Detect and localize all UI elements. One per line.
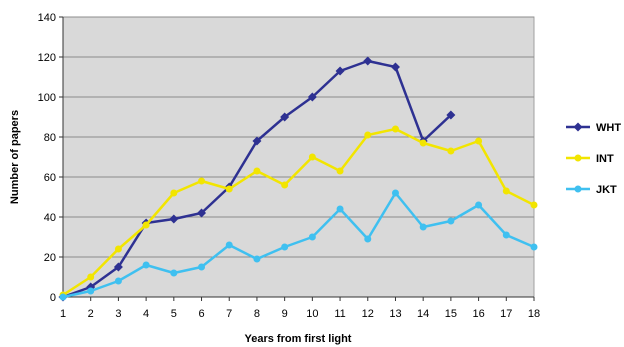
x-tick-label: 13 (389, 308, 401, 320)
x-tick-label: 14 (417, 308, 429, 320)
data-point-wht (307, 92, 317, 102)
data-point-jkt (308, 233, 316, 241)
x-tick-label: 6 (198, 308, 204, 320)
x-tick-label: 8 (254, 308, 260, 320)
y-tick-label: 40 (44, 212, 56, 224)
data-point-jkt (170, 269, 178, 277)
x-tick-label: 7 (226, 308, 232, 320)
data-point-wht (390, 62, 400, 72)
y-tick-label: 120 (38, 52, 56, 64)
x-tick-label: 4 (143, 308, 149, 320)
data-point-jkt (502, 231, 510, 239)
series-jkt (59, 189, 538, 301)
data-point-jkt (364, 235, 372, 243)
data-point-jkt (530, 243, 538, 251)
plot-area (62, 16, 535, 298)
data-point-int (475, 137, 483, 145)
y-tick-labels: 0 20 40 60 80 100 120 140 (38, 12, 56, 304)
data-point-jkt (336, 205, 344, 213)
x-tick-label: 5 (171, 308, 177, 320)
legend-label-int: INT (596, 153, 614, 165)
legend-label-jkt: JKT (596, 184, 617, 196)
data-point-int (308, 153, 316, 161)
data-point-jkt (281, 243, 289, 251)
gridlines (63, 16, 534, 258)
x-tick-label: 12 (362, 308, 374, 320)
legend-item-wht: WHT (566, 122, 621, 134)
data-point-int (281, 181, 289, 189)
x-axis-label: Years from first light (245, 333, 352, 345)
data-point-wht (113, 262, 123, 272)
data-point-int (391, 125, 399, 133)
x-tick-label: 11 (334, 308, 345, 320)
data-point-jkt (114, 277, 122, 285)
data-point-int (225, 185, 233, 193)
data-point-int (336, 167, 344, 175)
legend-marker-int (574, 154, 582, 162)
y-tick-label: 140 (38, 12, 56, 24)
data-point-int (447, 147, 455, 155)
x-tick-label: 2 (88, 308, 94, 320)
x-tick-label: 9 (282, 308, 288, 320)
data-point-wht (280, 112, 290, 122)
x-tick-labels: 1 2 3 4 5 6 7 8 9 10 11 12 13 14 15 16 17 18 (60, 308, 540, 320)
data-point-wht (446, 110, 456, 120)
data-point-wht (363, 56, 373, 66)
data-point-int (502, 187, 510, 195)
data-point-jkt (142, 261, 150, 269)
y-tick-label: 0 (50, 292, 56, 304)
data-point-jkt (59, 293, 67, 301)
x-tick-label: 18 (528, 308, 540, 320)
data-point-wht (335, 66, 345, 76)
data-point-jkt (87, 287, 95, 295)
data-point-jkt (391, 189, 399, 197)
y-tick-label: 100 (38, 92, 56, 104)
data-point-jkt (198, 263, 206, 271)
series-line-int (62, 127, 535, 297)
legend-marker-jkt (574, 185, 582, 193)
x-tick-label: 17 (500, 308, 512, 320)
data-point-int (530, 201, 538, 209)
x-tick-label: 15 (445, 308, 457, 320)
data-point-int (419, 139, 427, 147)
y-tick-label: 80 (44, 132, 56, 144)
data-point-int (87, 273, 95, 281)
data-point-jkt (225, 241, 233, 249)
series-int (59, 125, 538, 299)
legend-label-wht: WHT (596, 122, 621, 134)
data-point-jkt (475, 201, 483, 209)
x-tick-label: 3 (115, 308, 121, 320)
data-point-int (142, 221, 150, 229)
series-line-jkt (62, 191, 535, 299)
data-point-wht (169, 214, 179, 224)
x-tick-label: 16 (472, 308, 484, 320)
legend-marker-wht (573, 122, 583, 132)
data-point-int (170, 189, 178, 197)
x-tick-label: 1 (60, 308, 66, 320)
legend-item-int: INT (566, 153, 614, 165)
axes (59, 16, 535, 301)
data-point-int (364, 131, 372, 139)
data-point-jkt (447, 217, 455, 225)
legend: WHT INT JKT (566, 122, 621, 196)
series-group (58, 56, 538, 302)
data-point-int (198, 177, 206, 185)
data-point-jkt (253, 255, 261, 263)
y-axis-label: Number of papers (9, 110, 21, 204)
data-point-int (114, 245, 122, 253)
y-tick-label: 60 (44, 172, 56, 184)
y-tick-label: 20 (44, 252, 56, 264)
data-point-wht (197, 208, 207, 218)
legend-item-jkt: JKT (566, 184, 617, 196)
data-point-jkt (419, 223, 427, 231)
data-point-int (253, 167, 261, 175)
data-point-wht (252, 136, 262, 146)
x-tick-label: 10 (306, 308, 318, 320)
